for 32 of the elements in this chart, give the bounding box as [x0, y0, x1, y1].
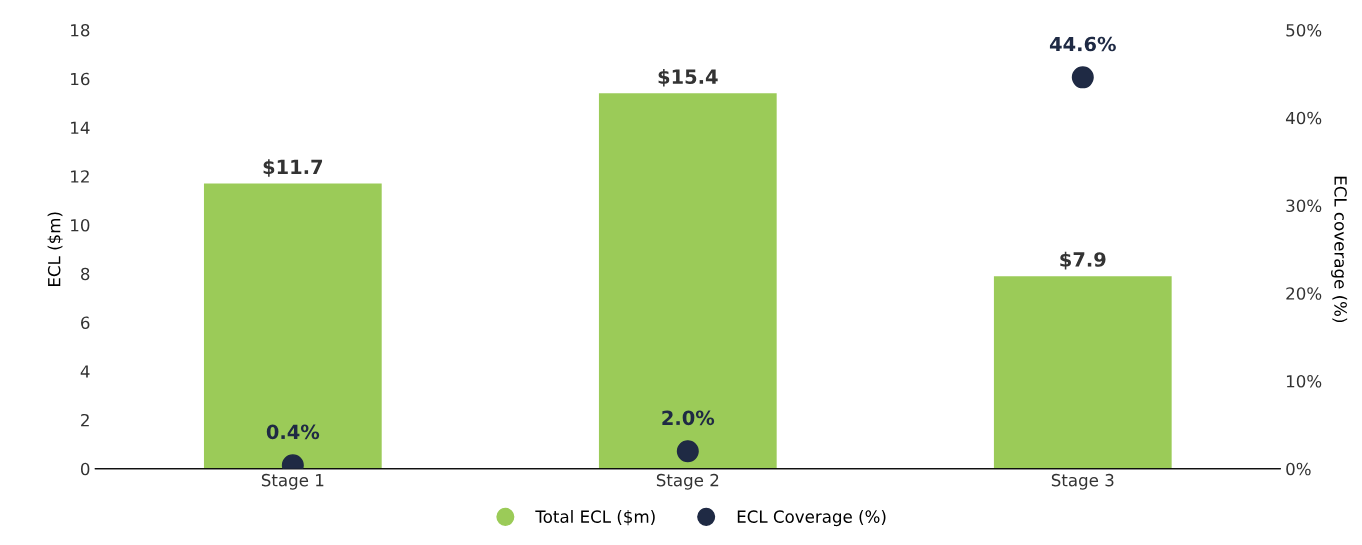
y2-tick-label: 40%	[1285, 111, 1322, 125]
y2-tick-label: 20%	[1286, 287, 1322, 300]
y2-tick-label: 50%	[1286, 23, 1322, 37]
legend-label: Total ECL ($m)	[535, 510, 655, 526]
y-tick-label: 18	[71, 23, 90, 37]
data-label: $11.7	[263, 159, 323, 177]
data-label: 2.0%	[662, 410, 715, 426]
y2-tick-label: 30%	[1286, 199, 1322, 213]
y-tick-label: 12	[71, 170, 89, 183]
y2-tick-label: 0%	[1286, 462, 1311, 476]
legend-label: ECL Coverage (%)	[737, 510, 886, 527]
y2-axis-title: ECL coverage (%)	[1331, 176, 1348, 323]
data-label: 44.6%	[1049, 36, 1116, 52]
x-tick-label: Stage 3	[1051, 473, 1114, 490]
data-label: $7.9	[1060, 251, 1106, 270]
y-tick-label: 14	[71, 121, 90, 134]
x-tick-label: Stage 2	[656, 473, 719, 490]
bar	[203, 183, 382, 469]
data-label: $15.4	[658, 68, 718, 87]
bar	[993, 276, 1172, 469]
bar	[598, 93, 777, 469]
x-tick-label: Stage 1	[261, 473, 324, 490]
y-tick-label: 16	[71, 72, 90, 86]
y-tick-label: 4	[80, 365, 90, 378]
y-tick-label: 8	[81, 267, 90, 281]
y2-tick-label: 10%	[1286, 374, 1322, 388]
y-tick-label: 2	[81, 413, 89, 427]
y-tick-label: 6	[81, 316, 90, 330]
data-label: 0.4%	[266, 424, 320, 440]
y-axis-title: ECL ($m)	[47, 212, 63, 286]
y-tick-label: 0	[80, 462, 90, 476]
y-tick-label: 10	[71, 218, 90, 232]
